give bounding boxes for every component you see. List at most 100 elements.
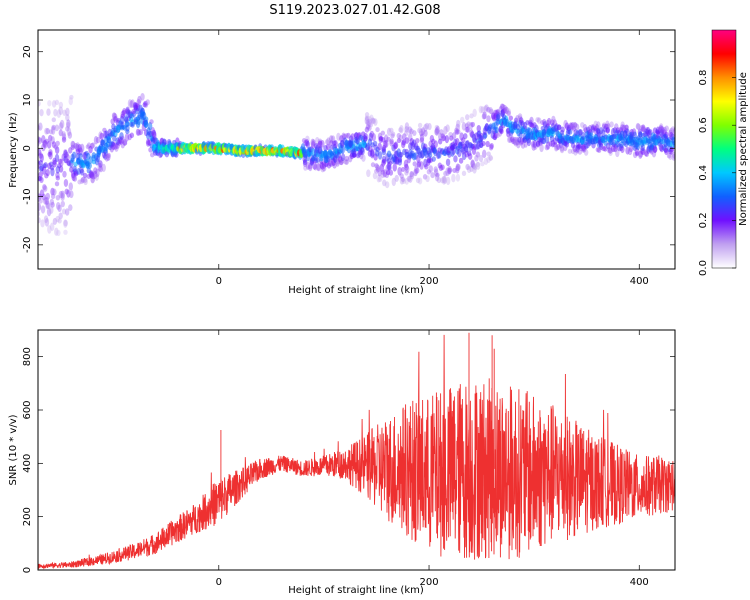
spectrogram-cell bbox=[499, 103, 505, 110]
spectrogram-cell bbox=[111, 141, 116, 151]
spectrogram-cell bbox=[66, 122, 71, 129]
spectrogram-cell bbox=[44, 217, 50, 227]
spectrogram-cell bbox=[86, 167, 92, 174]
spectrogram-cell bbox=[151, 137, 156, 145]
spectrogram-cell bbox=[666, 138, 671, 147]
spectrogram-cell bbox=[46, 207, 52, 217]
spectrogram-cell bbox=[590, 123, 595, 130]
spectrogram-cell bbox=[122, 140, 128, 146]
spectrogram-cell bbox=[403, 159, 409, 169]
spectrogram-cell bbox=[120, 110, 126, 118]
spectrogram-cell bbox=[38, 152, 43, 159]
spectrogram-cell bbox=[42, 163, 47, 169]
spectrogram-cell bbox=[66, 189, 71, 198]
spectrogram-panel: -20 -10 0 10 20 0 200 400 Height of straight l… bbox=[8, 29, 676, 296]
spectrogram-cell bbox=[461, 151, 467, 161]
spectrogram-cell bbox=[55, 140, 60, 147]
spectrogram-cell bbox=[587, 124, 593, 133]
spectrogram-cell bbox=[651, 149, 657, 158]
spectrogram-cell bbox=[54, 146, 60, 155]
spectrogram-cell bbox=[50, 136, 55, 145]
spectrogram-cell bbox=[485, 140, 490, 148]
spectrogram-cell bbox=[398, 134, 403, 142]
spectrogram-cell bbox=[440, 133, 445, 139]
spectrogram-cell bbox=[336, 132, 341, 141]
spectrogram-cell bbox=[377, 170, 382, 177]
colorbar-tick-label: 0.6 bbox=[698, 117, 709, 133]
spectrogram-cell bbox=[39, 176, 44, 183]
spectrogram-cell bbox=[379, 163, 385, 173]
spectrogram-cell bbox=[367, 116, 372, 122]
spectrogram-cell bbox=[404, 137, 410, 144]
spectrogram-cell bbox=[458, 141, 463, 150]
spectrogram-cell bbox=[470, 131, 475, 139]
spectrogram-cell bbox=[53, 144, 58, 150]
spectrogram-cell bbox=[46, 202, 51, 209]
spectrogram-cell bbox=[119, 132, 124, 140]
spectrogram-cell bbox=[417, 122, 423, 128]
spectrogram-cell bbox=[577, 129, 583, 137]
spectrogram-cell bbox=[510, 136, 515, 143]
spectrogram-cell bbox=[570, 142, 576, 149]
spectrogram-cell bbox=[634, 151, 640, 157]
spectrogram-cell bbox=[93, 167, 98, 175]
spectrogram-cell bbox=[42, 184, 47, 191]
spectrogram-cell bbox=[315, 162, 321, 171]
spectrogram-cell bbox=[109, 144, 115, 153]
spectrogram-cell bbox=[612, 146, 618, 153]
spectrogram-cell bbox=[517, 113, 523, 119]
spectrogram-cell bbox=[38, 122, 43, 131]
spectrogram-cell bbox=[320, 165, 325, 173]
spectrogram-cell bbox=[581, 146, 586, 153]
spectrogram-cell bbox=[459, 132, 464, 141]
spectrogram-cell bbox=[478, 135, 484, 143]
spectrogram-cell bbox=[513, 140, 519, 147]
spectrogram-cell bbox=[377, 142, 382, 151]
spectrogram-cell bbox=[671, 136, 675, 144]
spectrogram-cell bbox=[367, 125, 372, 131]
spectrogram-cell bbox=[433, 166, 438, 173]
spectrogram-cell bbox=[540, 120, 545, 125]
spectrogram-cell bbox=[456, 129, 461, 135]
spectrogram-cell bbox=[59, 119, 65, 129]
spectrogram-cell bbox=[50, 201, 55, 208]
spectrogram-cell bbox=[614, 123, 619, 131]
colorbar-tick-label: 0.2 bbox=[698, 212, 709, 228]
spectrogram-cell bbox=[498, 106, 504, 113]
spectrogram-cell bbox=[407, 126, 413, 134]
spectrogram-cell bbox=[542, 118, 547, 127]
spectrogram-cell bbox=[408, 142, 413, 150]
spectrogram-cell bbox=[416, 147, 422, 155]
spectrogram-cell bbox=[453, 155, 458, 163]
spectrogram-cell bbox=[43, 162, 48, 169]
spectrogram-cell bbox=[635, 148, 640, 156]
spectrogram-cell bbox=[389, 127, 394, 133]
spectrogram-cell bbox=[338, 156, 343, 164]
spectrogram-cell bbox=[602, 122, 607, 128]
spectrogram-cell bbox=[393, 141, 399, 149]
spectrogram-cell bbox=[518, 140, 524, 146]
spectrogram-cell bbox=[351, 148, 357, 158]
spectrogram-cell bbox=[375, 165, 381, 172]
colorbar-tick-label: 0.0 bbox=[698, 260, 709, 276]
spectrogram-cell bbox=[315, 157, 320, 163]
spectrogram-cell bbox=[415, 137, 420, 144]
spectrogram-cell bbox=[469, 129, 474, 138]
spectrogram-cell bbox=[68, 182, 73, 191]
spectrogram-cell bbox=[138, 129, 144, 136]
spectrogram-cell bbox=[95, 155, 101, 163]
spectrogram-cell bbox=[375, 164, 380, 171]
spectrogram-cell bbox=[399, 177, 405, 185]
spectrogram-ylabel: Frequency (Hz) bbox=[8, 112, 19, 188]
spectrogram-cell bbox=[131, 109, 136, 115]
spectrogram-cell bbox=[635, 122, 641, 130]
spectrogram-cell bbox=[337, 155, 343, 163]
spectrogram-cell bbox=[350, 133, 355, 141]
spectrogram-cell bbox=[49, 198, 55, 206]
spectrogram-cell bbox=[357, 150, 362, 157]
spectrogram-cell bbox=[38, 148, 42, 156]
spectrogram-cell bbox=[385, 164, 390, 173]
spectrogram-cell bbox=[63, 179, 69, 187]
spectrogram-cell bbox=[53, 108, 58, 117]
spectrogram-cell bbox=[513, 117, 519, 123]
